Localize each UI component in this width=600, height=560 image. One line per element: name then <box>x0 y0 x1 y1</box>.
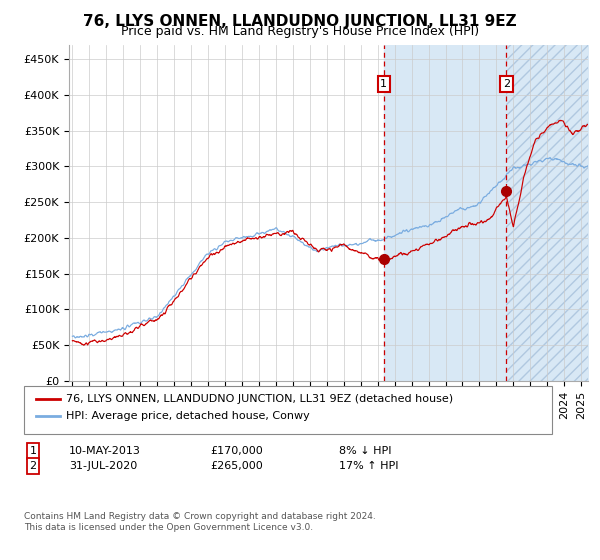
Text: 8% ↓ HPI: 8% ↓ HPI <box>339 446 391 456</box>
Text: £170,000: £170,000 <box>210 446 263 456</box>
Text: HPI: Average price, detached house, Conwy: HPI: Average price, detached house, Conw… <box>66 410 310 421</box>
Text: 2: 2 <box>503 79 510 89</box>
Text: Contains HM Land Registry data © Crown copyright and database right 2024.
This d: Contains HM Land Registry data © Crown c… <box>24 512 376 532</box>
Text: 10-MAY-2013: 10-MAY-2013 <box>69 446 141 456</box>
Text: £265,000: £265,000 <box>210 461 263 471</box>
Text: Price paid vs. HM Land Registry's House Price Index (HPI): Price paid vs. HM Land Registry's House … <box>121 25 479 38</box>
Text: 17% ↑ HPI: 17% ↑ HPI <box>339 461 398 471</box>
Text: 76, LLYS ONNEN, LLANDUDNO JUNCTION, LL31 9EZ: 76, LLYS ONNEN, LLANDUDNO JUNCTION, LL31… <box>83 14 517 29</box>
Text: 76, LLYS ONNEN, LLANDUDNO JUNCTION, LL31 9EZ (detached house): 76, LLYS ONNEN, LLANDUDNO JUNCTION, LL31… <box>66 394 453 404</box>
Text: 1: 1 <box>380 79 387 89</box>
Text: 1: 1 <box>29 446 37 456</box>
Text: 2: 2 <box>29 461 37 471</box>
Text: 31-JUL-2020: 31-JUL-2020 <box>69 461 137 471</box>
